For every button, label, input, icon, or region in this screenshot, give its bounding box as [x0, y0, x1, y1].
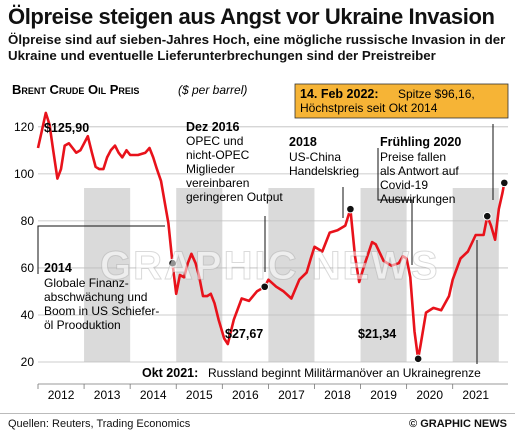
annotation-feb-2022-text: Spitze $96,16, Höchstpreis seit Okt 2014 [300, 87, 475, 115]
year-band [452, 188, 499, 362]
x-tick-label: 2019 [370, 388, 397, 402]
marker-dez-2016 [260, 282, 270, 292]
marker-2014 [168, 258, 177, 268]
x-tick-label: 2018 [324, 388, 351, 402]
year-band [268, 188, 315, 362]
marker-feb-2022 [500, 178, 509, 188]
annotation-okt-2021-year: Okt 2021: [142, 366, 198, 380]
x-tick-label: 2015 [186, 388, 213, 402]
x-tick-label: 2016 [232, 388, 259, 402]
annotation-feb-2022-year: 14. Feb 2022: [300, 87, 379, 101]
chart-title: Brent Crude Oil Preis [12, 82, 139, 97]
annotation-fruehling-2020-text: Preise fallen als Antwort auf Covid-19 Ausw… [380, 150, 459, 206]
annotation-dez-2016-year: Dez 2016 [186, 120, 240, 134]
page-subtitle: Ölpreise sind auf sieben-Jahres Hoch, ei… [8, 32, 506, 63]
price-label-low-2016: $27,67 [225, 327, 263, 341]
y-tick-label: 120 [14, 120, 34, 134]
page-title: Ölpreise steigen aus Angst vor Ukraine I… [8, 4, 495, 29]
x-tick-label: 2013 [94, 388, 121, 402]
price-label-low-2020: $21,34 [358, 327, 396, 341]
marker-fruehling-2020 [413, 354, 423, 364]
annotation-fruehling-2020-year: Frühling 2020 [380, 135, 461, 149]
x-tick-label: 2014 [140, 388, 167, 402]
x-tick-label: 2021 [462, 388, 489, 402]
y-tick-label: 40 [21, 308, 35, 322]
year-band [360, 188, 407, 362]
footer: Quellen: Reuters, Trading Economics © GR… [0, 413, 515, 435]
y-tick-label: 60 [21, 261, 35, 275]
annotation-2014-text: Globale Finanz-abschwächung und Boom in U… [44, 276, 159, 332]
y-tick-label: 100 [14, 167, 34, 181]
marker-okt-2021 [482, 211, 492, 221]
y-tick-label: 80 [21, 214, 35, 228]
annotation-2018-year: 2018 [289, 135, 317, 149]
source-text: Quellen: Reuters, Trading Economics [8, 418, 191, 430]
annotation-dez-2016-text: OPEC und nicht-OPEC Miglieder vereinbaren ge… [186, 134, 283, 204]
price-line [36, 111, 506, 361]
annotation-2018-text: US-China Handelskrieg [289, 150, 359, 178]
x-tick-label: 2017 [278, 388, 305, 402]
highlight-box [294, 83, 509, 119]
y-unit-label: ($ per barrel) [178, 83, 247, 97]
x-tick-label: 2020 [416, 388, 443, 402]
okt-2021-label-bg [140, 364, 505, 380]
leader-fruehling-2020 [377, 148, 413, 265]
annotation-okt-2021-text: Russland beginnt Militärmanöver an Ukrai… [208, 366, 481, 380]
year-band [84, 188, 131, 362]
marker-2018 [346, 204, 355, 214]
x-tick-label: 2012 [48, 388, 75, 402]
price-label-max-2012: $125,90 [44, 121, 89, 135]
annotation-2014-year: 2014 [44, 261, 72, 275]
brand-copyright: © GRAPHIC NEWS [409, 418, 507, 430]
y-tick-label: 20 [21, 355, 35, 369]
leader-2014 [37, 225, 165, 274]
